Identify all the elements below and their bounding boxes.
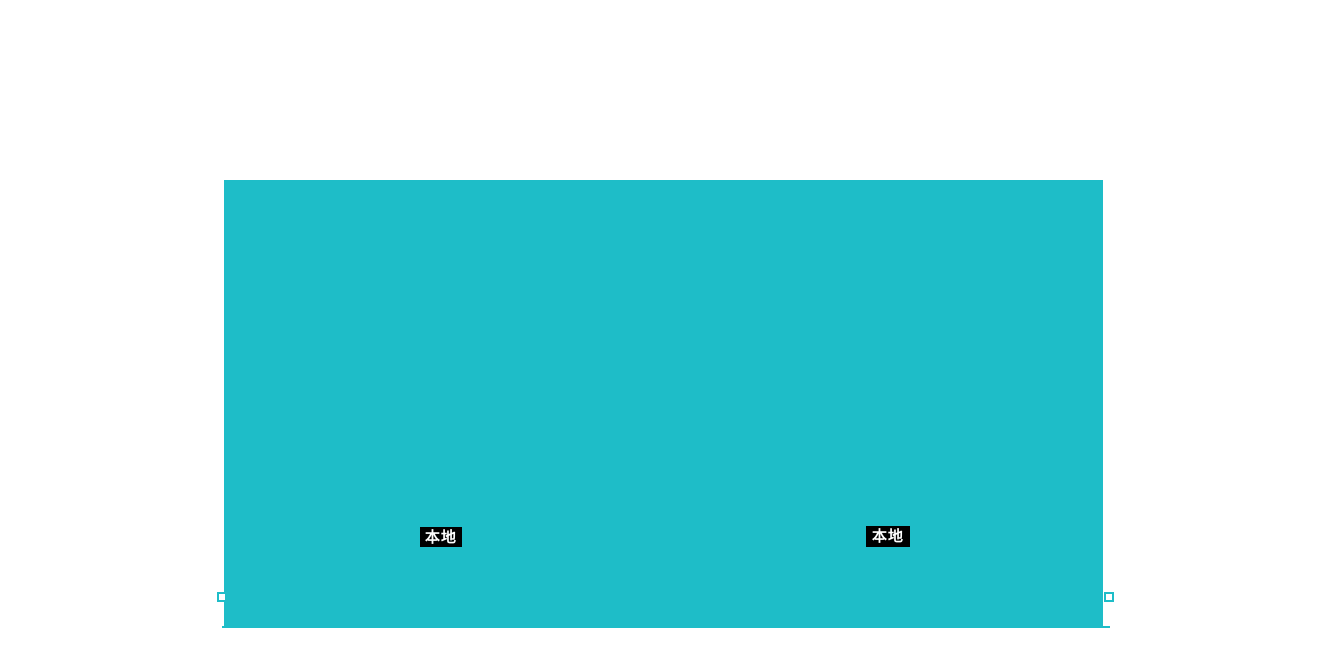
local-source-label: 本地 bbox=[420, 527, 462, 547]
teal-rectangle-shape[interactable] bbox=[224, 180, 1103, 627]
right-endpoint-handle-icon[interactable] bbox=[1104, 592, 1114, 602]
left-endpoint-handle-icon[interactable] bbox=[217, 592, 227, 602]
bottom-edge-line-shape[interactable] bbox=[222, 626, 1110, 628]
local-source-label: 本地 bbox=[866, 526, 910, 547]
